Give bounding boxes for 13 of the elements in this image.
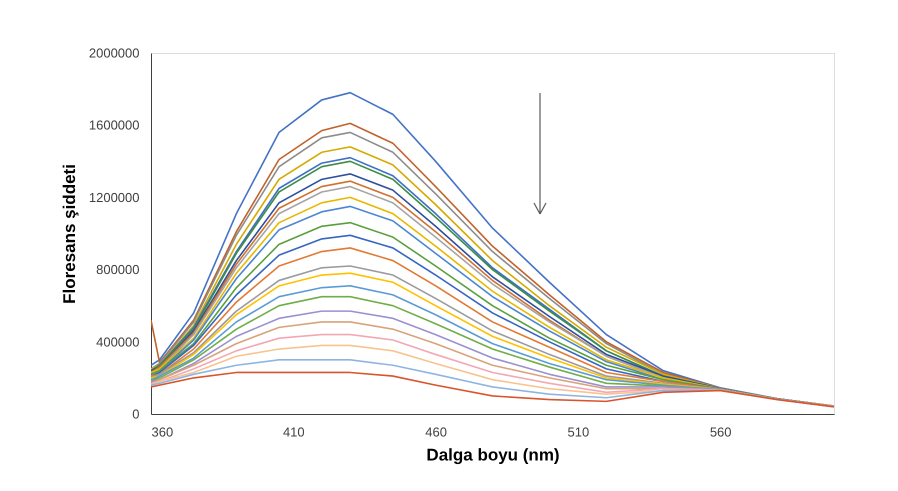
y-tick-label: 0 — [132, 406, 140, 422]
x-tick-label: 360 — [152, 424, 174, 440]
y-axis-title: Floresans şiddeti — [60, 164, 79, 304]
y-tick-label: 1200000 — [88, 190, 140, 205]
x-tick-label: 560 — [710, 424, 732, 440]
x-axis-title: Dalga boyu (nm) — [426, 446, 560, 464]
y-tick-label: 2000000 — [88, 46, 140, 60]
x-tick-label: 460 — [425, 424, 447, 440]
x-tick-label: 410 — [282, 424, 305, 440]
y-tick-label: 400000 — [96, 334, 140, 350]
y-tick-label: 1600000 — [88, 118, 140, 133]
y-tick-label: 800000 — [96, 262, 140, 278]
x-tick-label: 510 — [568, 424, 590, 440]
